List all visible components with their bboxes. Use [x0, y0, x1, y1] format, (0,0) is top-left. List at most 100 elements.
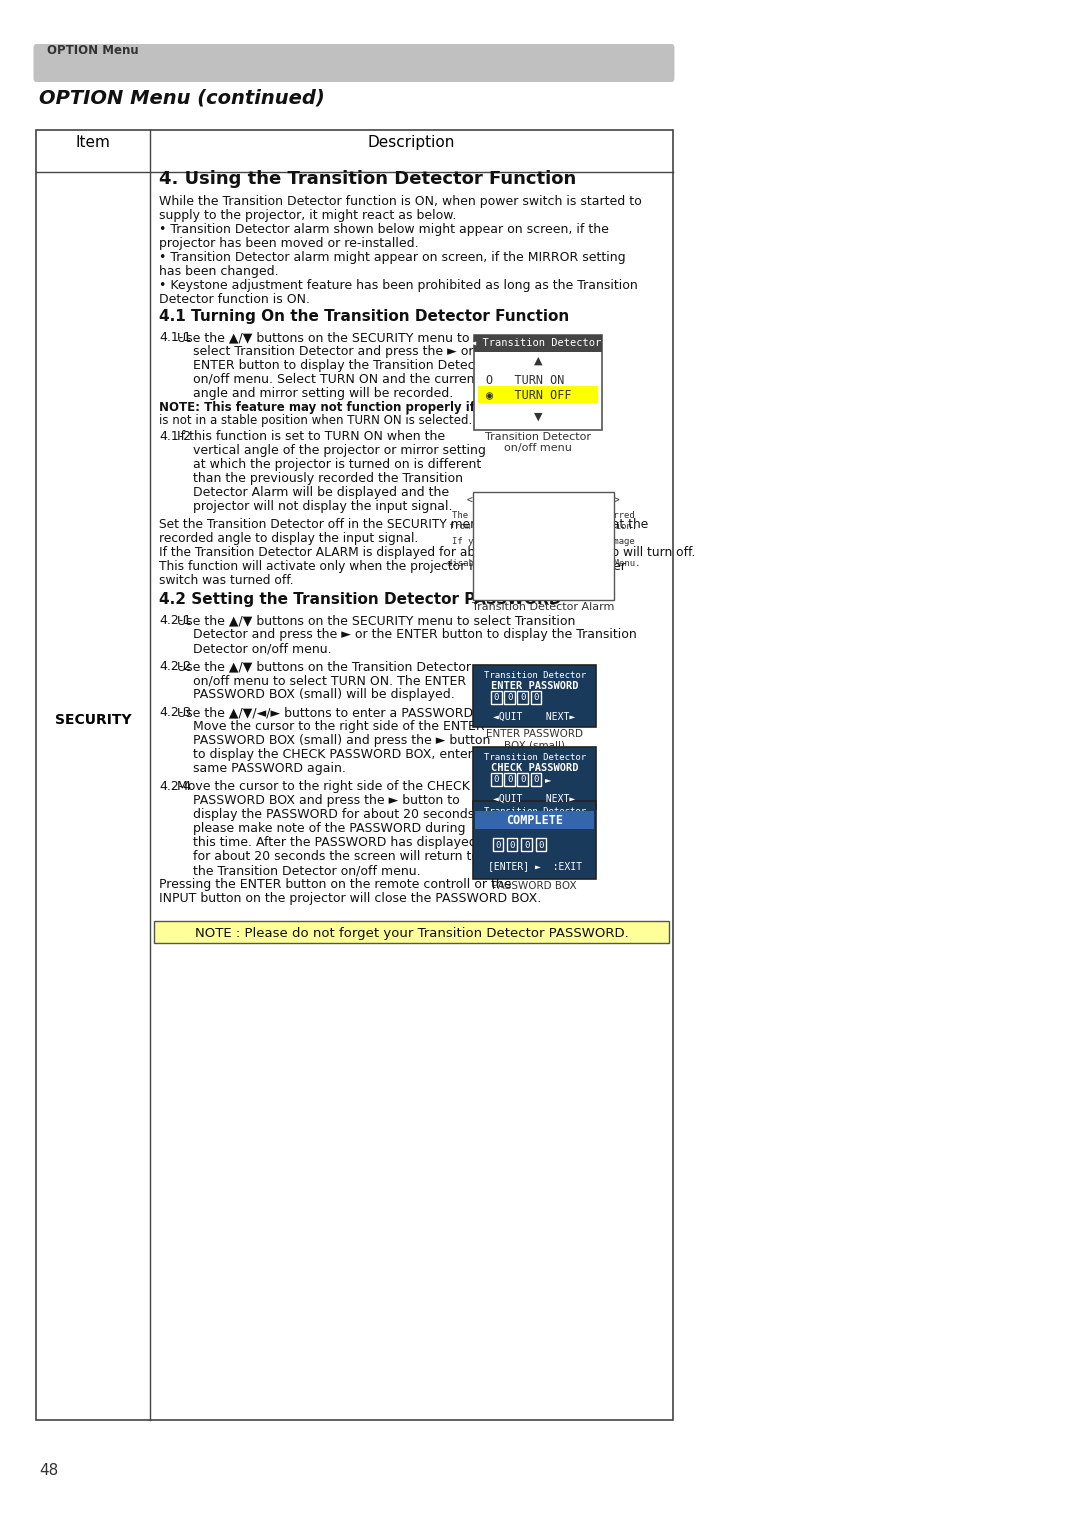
Text: 0: 0: [495, 840, 500, 849]
Text: recorded angle to display the input signal.: recorded angle to display the input sign…: [159, 531, 418, 545]
Text: NOTE : Please do not forget your Transition Detector PASSWORD.: NOTE : Please do not forget your Transit…: [194, 927, 629, 940]
Text: please make note of the PASSWORD during: please make note of the PASSWORD during: [177, 822, 465, 836]
Bar: [36, 130, 673, 1420]
Text: Item: Item: [76, 135, 110, 150]
Text: is not in a stable position when TURN ON is selected.: is not in a stable position when TURN ON…: [159, 413, 472, 427]
Text: 0: 0: [510, 840, 515, 849]
Text: ◄QUIT    NEXT►: ◄QUIT NEXT►: [494, 712, 576, 722]
Text: ►: ►: [545, 775, 552, 784]
Text: 48: 48: [39, 1463, 58, 1478]
Text: Use the ▲/▼ buttons on the SECURITY menu to: Use the ▲/▼ buttons on the SECURITY menu…: [177, 332, 470, 344]
Text: COMPLETE: COMPLETE: [507, 813, 563, 827]
Text: on/off menu. Select TURN ON and the current: on/off menu. Select TURN ON and the curr…: [177, 372, 480, 386]
Text: switch was turned off.: switch was turned off.: [159, 574, 294, 587]
Text: Move the cursor to the right side of the CHECK: Move the cursor to the right side of the…: [177, 780, 470, 793]
Text: OPTION Menu: OPTION Menu: [48, 44, 139, 58]
Text: Pressing the ENTER button on the remote controll or the: Pressing the ENTER button on the remote …: [159, 878, 512, 892]
Text: Detector function is ON.: Detector function is ON.: [159, 294, 310, 306]
Text: display the PASSWORD for about 20 seconds,: display the PASSWORD for about 20 second…: [177, 808, 478, 821]
Text: Use the ▲/▼ buttons on the SECURITY menu to select Transition: Use the ▲/▼ buttons on the SECURITY menu…: [177, 615, 576, 627]
Text: 4.1-1: 4.1-1: [159, 332, 191, 344]
Text: projector has been moved or re-installed.: projector has been moved or re-installed…: [159, 238, 419, 250]
Text: While the Transition Detector function is ON, when power switch is started to: While the Transition Detector function i…: [159, 195, 642, 207]
Bar: [473, 801, 596, 880]
Bar: [504, 690, 515, 704]
Text: ▲: ▲: [534, 356, 542, 366]
Text: 0: 0: [521, 693, 526, 702]
Text: 4.1-2: 4.1-2: [159, 430, 191, 444]
Text: [ENTER] ►  :EXIT: [ENTER] ► :EXIT: [487, 861, 581, 871]
Text: INPUT button on the projector will close the PASSWORD BOX.: INPUT button on the projector will close…: [159, 892, 541, 905]
Text: 0: 0: [524, 840, 529, 849]
Text: Detector on/off menu.: Detector on/off menu.: [177, 642, 332, 656]
Bar: [478, 386, 598, 403]
Text: 0: 0: [534, 775, 539, 784]
Text: angle and mirror setting will be recorded.: angle and mirror setting will be recorde…: [177, 388, 454, 400]
Text: If this function is set to TURN ON when the: If this function is set to TURN ON when …: [177, 430, 445, 444]
Text: ◉   TURN OFF: ◉ TURN OFF: [486, 389, 571, 401]
Text: 4.2-3: 4.2-3: [159, 706, 191, 719]
Text: Transition Detector: Transition Detector: [484, 752, 585, 762]
Text: 0: 0: [521, 775, 526, 784]
Text: Set the Transition Detector off in the SECURITY menu or set the projector at the: Set the Transition Detector off in the S…: [159, 518, 648, 531]
Text: Use the ▲/▼ buttons on the Transition Detector: Use the ▲/▼ buttons on the Transition De…: [177, 660, 471, 674]
Text: PASSWORD BOX (small) and press the ► button: PASSWORD BOX (small) and press the ► but…: [177, 734, 490, 746]
Text: SECURITY: SECURITY: [55, 713, 132, 727]
Bar: [491, 690, 502, 704]
Bar: [473, 746, 596, 808]
Bar: [475, 812, 594, 830]
Text: projector will not display the input signal.: projector will not display the input sig…: [177, 500, 453, 513]
Text: The projector has been transferred: The projector has been transferred: [453, 512, 635, 519]
Text: PASSWORD BOX and press the ► button to: PASSWORD BOX and press the ► button to: [177, 793, 460, 807]
Bar: [504, 774, 515, 786]
Text: 4.2-2: 4.2-2: [159, 660, 191, 674]
Bar: [153, 921, 670, 943]
Text: has been changed.: has been changed.: [159, 265, 279, 279]
Text: 0: 0: [507, 775, 512, 784]
Text: BOX (small): BOX (small): [504, 740, 565, 749]
Text: Move the cursor to the right side of the ENTER: Move the cursor to the right side of the…: [177, 721, 485, 733]
Text: Transition Detector: Transition Detector: [485, 431, 591, 442]
Text: this time. After the PASSWORD has displayed: this time. After the PASSWORD has displa…: [177, 836, 477, 849]
Bar: [491, 774, 502, 786]
Text: CHECK PASSWORD: CHECK PASSWORD: [490, 763, 578, 774]
Text: 4.2-1: 4.2-1: [159, 615, 191, 627]
Text: ▼: ▼: [534, 412, 542, 422]
Text: on/off menu: on/off menu: [504, 444, 572, 453]
Bar: [492, 839, 503, 851]
Text: 0: 0: [507, 693, 512, 702]
Bar: [522, 839, 532, 851]
Text: than the previously recorded the Transition: than the previously recorded the Transit…: [177, 472, 463, 484]
Text: vertical angle of the projector or mirror setting: vertical angle of the projector or mirro…: [177, 444, 486, 457]
Text: on screen again,: on screen again,: [500, 548, 586, 557]
Text: • Transition Detector alarm shown below might appear on screen, if the: • Transition Detector alarm shown below …: [159, 223, 609, 236]
Bar: [474, 335, 603, 430]
Text: This function will activate only when the projector is started after the power: This function will activate only when th…: [159, 560, 625, 572]
Text: ◄ Transition Detector: ◄ Transition Detector: [470, 338, 602, 348]
Bar: [530, 774, 541, 786]
Text: O   TURN ON: O TURN ON: [486, 374, 565, 388]
Bar: [507, 839, 517, 851]
Text: Transition Detector: Transition Detector: [484, 671, 585, 680]
Text: <<TRANSITION DETECTOR ON>>: <<TRANSITION DETECTOR ON>>: [467, 495, 620, 506]
Text: Description: Description: [368, 135, 455, 150]
Text: If the Transition Detector ALARM is displayed for about 5 minutes the lamp will : If the Transition Detector ALARM is disp…: [159, 547, 696, 559]
FancyBboxPatch shape: [33, 44, 674, 82]
Text: ENTER button to display the Transition Detector: ENTER button to display the Transition D…: [177, 359, 492, 372]
Text: 0: 0: [539, 840, 544, 849]
Text: 4.1 Turning On the Transition Detector Function: 4.1 Turning On the Transition Detector F…: [159, 309, 569, 324]
Text: from previously installed position.: from previously installed position.: [449, 522, 637, 531]
Text: on/off menu to select TURN ON. The ENTER: on/off menu to select TURN ON. The ENTER: [177, 674, 467, 687]
Text: PASSWORD BOX: PASSWORD BOX: [492, 881, 577, 892]
Text: the Transition Detector on/off menu.: the Transition Detector on/off menu.: [177, 864, 421, 877]
Text: 0: 0: [494, 775, 499, 784]
Text: • Transition Detector alarm might appear on screen, if the MIRROR setting: • Transition Detector alarm might appear…: [159, 251, 625, 263]
Text: OPTION Menu (continued): OPTION Menu (continued): [39, 89, 325, 107]
Text: • Keystone adjustment feature has been prohibited as long as the Transition: • Keystone adjustment feature has been p…: [159, 279, 637, 292]
Text: ENTER PASSWORD: ENTER PASSWORD: [486, 730, 583, 739]
Text: 0: 0: [534, 693, 539, 702]
Bar: [473, 665, 596, 727]
Text: Transition Detector: Transition Detector: [484, 807, 585, 816]
Bar: [530, 690, 541, 704]
Text: BOX: BOX: [524, 822, 545, 833]
